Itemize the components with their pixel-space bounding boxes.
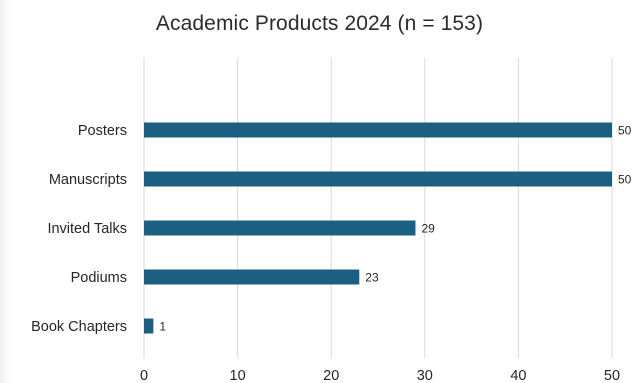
bar <box>144 122 612 138</box>
category-label: Podiums <box>71 270 127 286</box>
data-label: 29 <box>421 222 435 236</box>
x-tick-label: 30 <box>417 368 433 383</box>
data-label: 1 <box>159 320 166 334</box>
bar <box>144 318 154 334</box>
x-tick-label: 0 <box>140 368 148 383</box>
category-label: Invited Talks <box>47 221 127 237</box>
x-tick-label: 50 <box>604 368 620 383</box>
bar <box>144 220 416 236</box>
category-label: Posters <box>78 123 127 139</box>
data-label: 50 <box>618 173 632 187</box>
window-edge-shadow <box>0 0 12 383</box>
x-tick-label: 10 <box>230 368 246 383</box>
data-label: 23 <box>365 271 379 285</box>
bar <box>144 269 360 285</box>
bar <box>144 171 612 187</box>
category-label: Manuscripts <box>49 172 127 188</box>
chart-title: Academic Products 2024 (n = 153) <box>155 12 484 35</box>
data-label: 50 <box>618 124 632 138</box>
x-tick-label: 20 <box>323 368 339 383</box>
x-tick-label: 40 <box>510 368 526 383</box>
category-label: Book Chapters <box>31 319 127 335</box>
